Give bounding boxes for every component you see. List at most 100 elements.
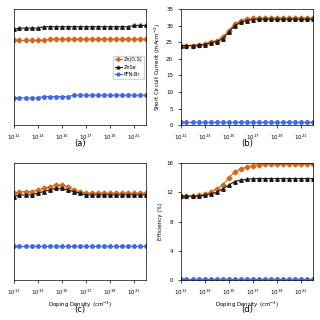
- PFN-Br: [305, 277, 309, 281]
- Y-axis label: Short Circuit Current (mAcm$^{-2}$): Short Circuit Current (mAcm$^{-2}$): [153, 23, 163, 111]
- PFN-Br: [12, 244, 16, 248]
- ZnSe: [54, 186, 58, 190]
- Zn(O,S): [239, 19, 243, 22]
- PFN-Br: [66, 95, 69, 99]
- Zn(O,S): [48, 37, 52, 41]
- Zn(O,S): [48, 185, 52, 188]
- PFN-Br: [191, 277, 195, 281]
- Zn(O,S): [18, 190, 21, 194]
- PFN-Br: [78, 93, 82, 97]
- ZnSe: [120, 193, 124, 197]
- PFN-Br: [132, 244, 136, 248]
- Zn(O,S): [275, 162, 279, 166]
- Zn(O,S): [311, 16, 315, 20]
- ZnSe: [245, 19, 249, 22]
- PFN-Br: [215, 120, 219, 124]
- PFN-Br: [299, 277, 303, 281]
- PFN-Br: [54, 95, 58, 99]
- Zn(O,S): [114, 37, 118, 41]
- ZnSe: [227, 30, 231, 34]
- PFN-Br: [108, 244, 112, 248]
- Zn(O,S): [185, 194, 188, 198]
- Line: PFN-Br: PFN-Br: [179, 277, 315, 281]
- PFN-Br: [84, 93, 88, 97]
- ZnSe: [78, 25, 82, 29]
- ZnSe: [12, 28, 16, 31]
- Zn(O,S): [66, 37, 69, 41]
- PFN-Br: [281, 277, 284, 281]
- Zn(O,S): [239, 167, 243, 171]
- Zn(O,S): [144, 191, 148, 195]
- ZnSe: [281, 177, 284, 180]
- ZnSe: [108, 25, 112, 29]
- ZnSe: [60, 25, 64, 29]
- ZnSe: [114, 193, 118, 197]
- PFN-Br: [24, 244, 28, 248]
- PFN-Br: [257, 120, 260, 124]
- Zn(O,S): [191, 194, 195, 198]
- Zn(O,S): [66, 185, 69, 188]
- Zn(O,S): [269, 162, 273, 166]
- PFN-Br: [275, 277, 279, 281]
- ZnSe: [293, 177, 297, 180]
- X-axis label: Doping Density (cm$^{-3}$): Doping Density (cm$^{-3}$): [48, 300, 112, 310]
- PFN-Br: [227, 277, 231, 281]
- ZnSe: [203, 43, 207, 46]
- ZnSe: [251, 18, 255, 21]
- ZnSe: [263, 17, 267, 21]
- ZnSe: [281, 17, 284, 21]
- PFN-Br: [60, 95, 64, 99]
- Zn(O,S): [305, 16, 309, 20]
- ZnSe: [179, 194, 183, 198]
- Zn(O,S): [54, 37, 58, 41]
- Zn(O,S): [185, 44, 188, 47]
- PFN-Br: [233, 120, 236, 124]
- PFN-Br: [299, 120, 303, 124]
- Line: Zn(O,S): Zn(O,S): [12, 37, 148, 42]
- PFN-Br: [96, 93, 100, 97]
- Zn(O,S): [29, 38, 33, 42]
- PFN-Br: [138, 244, 142, 248]
- ZnSe: [72, 190, 76, 194]
- ZnSe: [18, 26, 21, 30]
- ZnSe: [48, 188, 52, 192]
- ZnSe: [257, 17, 260, 21]
- PFN-Br: [245, 277, 249, 281]
- PFN-Br: [305, 120, 309, 124]
- ZnSe: [84, 193, 88, 197]
- ZnSe: [96, 25, 100, 29]
- Zn(O,S): [299, 16, 303, 20]
- ZnSe: [144, 193, 148, 197]
- ZnSe: [233, 24, 236, 28]
- Zn(O,S): [215, 187, 219, 191]
- PFN-Br: [29, 244, 33, 248]
- PFN-Br: [90, 93, 93, 97]
- Zn(O,S): [299, 162, 303, 166]
- ZnSe: [185, 194, 188, 198]
- ZnSe: [18, 193, 21, 197]
- PFN-Br: [191, 120, 195, 124]
- ZnSe: [305, 17, 309, 21]
- ZnSe: [233, 180, 236, 183]
- ZnSe: [251, 177, 255, 180]
- ZnSe: [191, 44, 195, 47]
- PFN-Br: [24, 96, 28, 100]
- Zn(O,S): [18, 38, 21, 42]
- ZnSe: [36, 26, 40, 30]
- Text: (d): (d): [241, 305, 253, 314]
- PFN-Br: [66, 244, 69, 248]
- PFN-Br: [114, 244, 118, 248]
- Zn(O,S): [60, 183, 64, 187]
- ZnSe: [48, 25, 52, 29]
- PFN-Br: [209, 277, 212, 281]
- ZnSe: [126, 193, 130, 197]
- PFN-Br: [114, 93, 118, 97]
- PFN-Br: [84, 244, 88, 248]
- PFN-Br: [263, 120, 267, 124]
- Line: ZnSe: ZnSe: [12, 187, 148, 198]
- Zn(O,S): [120, 37, 124, 41]
- Zn(O,S): [251, 16, 255, 20]
- ZnSe: [36, 191, 40, 195]
- PFN-Br: [221, 120, 225, 124]
- Zn(O,S): [42, 38, 45, 42]
